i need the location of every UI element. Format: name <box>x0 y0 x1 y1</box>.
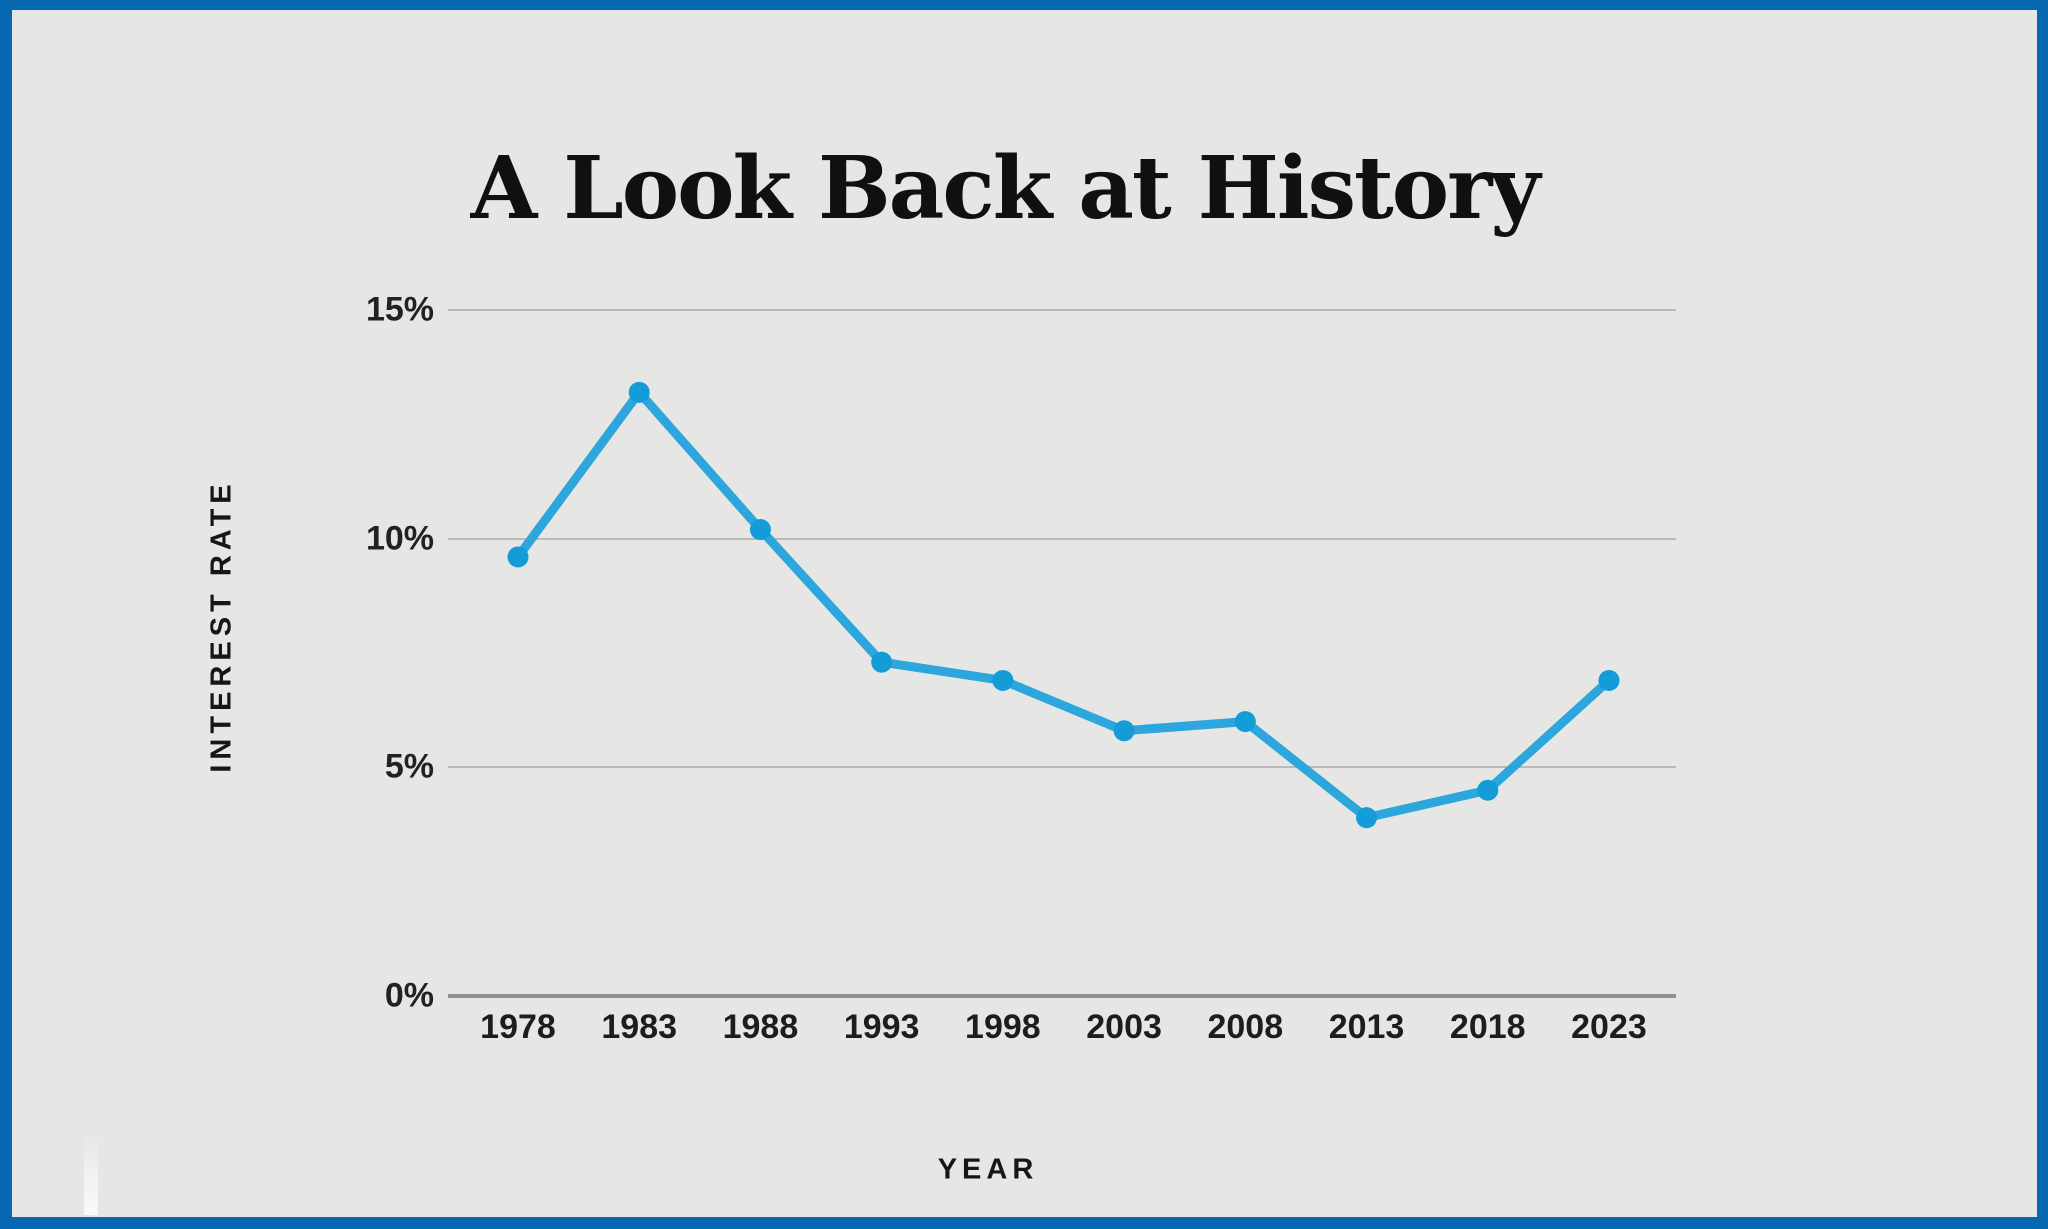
x-tick-label-1988: 1988 <box>722 1008 799 1046</box>
chart-background: A Look Back at History 0% 5% 10% 15% 1978 19… <box>12 10 2037 1217</box>
gridline-15 <box>448 309 1676 311</box>
data-point-2018 <box>1477 779 1499 801</box>
x-tick-label-2013: 2013 <box>1328 1008 1405 1046</box>
chart-title: A Look Back at History <box>470 137 1541 239</box>
gridline-10 <box>448 537 1676 540</box>
x-tick-label-1983: 1983 <box>601 1008 678 1046</box>
x-tick-label-2008: 2008 <box>1207 1008 1284 1046</box>
data-point-1998 <box>992 669 1014 691</box>
x-axis-title: YEAR <box>937 1153 1039 1186</box>
data-point-1978 <box>507 546 529 568</box>
data-point-1993 <box>871 651 893 673</box>
x-tick-label-1978: 1978 <box>480 1008 556 1046</box>
gridline-5 <box>448 766 1676 769</box>
interest-rate-line <box>513 387 1614 823</box>
x-tick-label-2023: 2023 <box>1571 1008 1647 1046</box>
data-point-1983 <box>628 381 650 403</box>
x-tick-label-2003: 2003 <box>1086 1008 1162 1046</box>
x-tick-label-1993: 1993 <box>843 1008 920 1046</box>
watermark-artifact <box>84 1133 98 1215</box>
x-tick-label-2018: 2018 <box>1449 1008 1526 1046</box>
data-point-2013 <box>1356 807 1378 829</box>
y-tick-label-5%: 5% <box>384 747 434 786</box>
data-point-2023 <box>1598 669 1620 691</box>
y-axis-title: INTEREST RATE <box>205 479 238 773</box>
y-tick-label-0%: 0% <box>384 976 434 1015</box>
y-tick-label-10%: 10% <box>365 519 434 558</box>
x-axis-line <box>448 994 1676 998</box>
data-point-2008 <box>1234 711 1256 733</box>
y-tick-label-15%: 15% <box>365 290 434 329</box>
x-tick-label-1998: 1998 <box>965 1008 1041 1046</box>
data-point-2003 <box>1113 720 1135 742</box>
